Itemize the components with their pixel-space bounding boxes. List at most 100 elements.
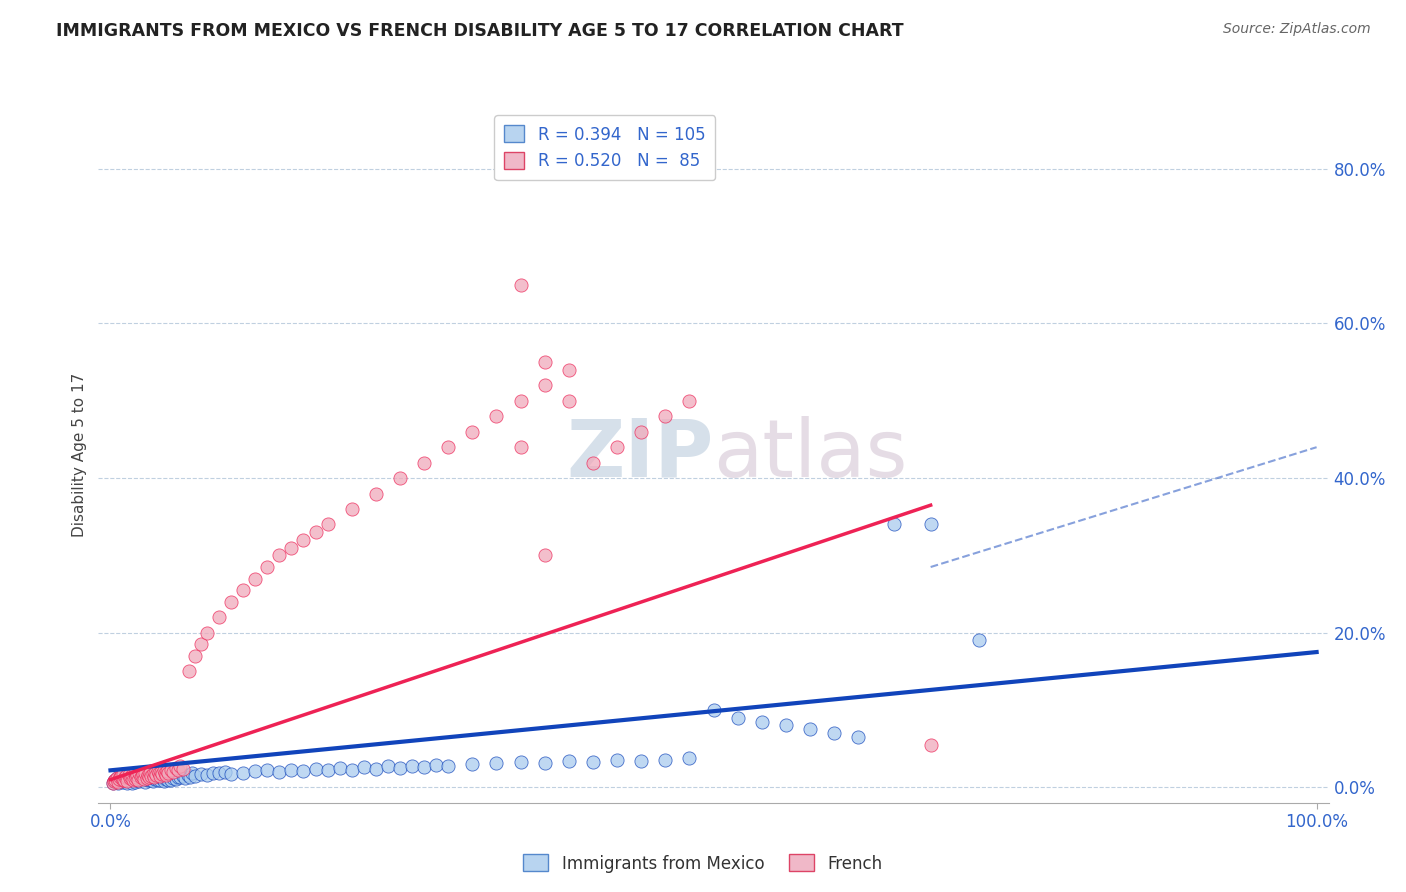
Point (115, 769, 138, 783)
Legend: Immigrants from Mexico, French: Immigrants from Mexico, French (516, 847, 890, 880)
Point (169, 770, 191, 784)
Point (142, 767, 165, 781)
Point (149, 769, 172, 783)
Point (155, 768, 177, 782)
Point (110, 770, 132, 784)
Point (190, 637, 212, 651)
Point (582, 456, 605, 470)
Point (125, 768, 148, 782)
Point (108, 772, 131, 786)
Point (101, 776, 124, 790)
Point (122, 768, 145, 782)
Point (280, 541, 302, 555)
Point (131, 769, 153, 783)
Point (152, 774, 174, 789)
Point (103, 774, 125, 789)
Point (136, 773, 159, 788)
Point (169, 759, 191, 773)
Point (533, 549, 555, 563)
Point (159, 772, 181, 787)
Point (148, 770, 170, 784)
Point (353, 760, 375, 774)
Point (121, 775, 143, 789)
Point (149, 772, 172, 787)
Point (195, 625, 218, 640)
Point (280, 763, 302, 777)
Point (340, 502, 363, 516)
Point (107, 775, 129, 789)
Point (823, 726, 845, 740)
Point (103, 774, 125, 789)
Point (159, 763, 181, 777)
Point (245, 764, 267, 778)
Point (117, 768, 139, 782)
Point (120, 770, 142, 784)
Point (142, 771, 165, 785)
Point (208, 610, 231, 624)
Point (232, 583, 254, 598)
Point (184, 648, 207, 663)
Point (148, 766, 170, 780)
Point (172, 762, 194, 776)
Point (105, 771, 128, 785)
Point (799, 723, 821, 737)
Point (208, 766, 231, 780)
Point (121, 768, 143, 782)
Point (150, 767, 173, 781)
Point (108, 772, 131, 786)
Point (654, 409, 676, 424)
Point (112, 774, 135, 789)
Point (142, 774, 165, 789)
Point (304, 762, 326, 776)
Point (124, 766, 146, 780)
Point (153, 768, 176, 782)
Point (101, 776, 124, 790)
Point (678, 393, 700, 408)
Point (122, 773, 145, 788)
Point (142, 770, 165, 784)
Point (111, 767, 134, 781)
Point (437, 759, 460, 773)
Point (606, 753, 628, 767)
Point (146, 764, 169, 778)
Point (141, 770, 163, 784)
Point (145, 768, 167, 782)
Point (120, 770, 142, 784)
Point (165, 772, 187, 786)
Point (108, 773, 131, 788)
Text: atlas: atlas (714, 416, 908, 494)
Point (292, 764, 315, 778)
Point (364, 486, 387, 500)
Point (129, 770, 152, 784)
Point (114, 770, 136, 784)
Point (967, 633, 990, 648)
Point (174, 771, 197, 785)
Point (138, 770, 160, 784)
Point (157, 766, 180, 780)
Point (413, 456, 436, 470)
Point (727, 711, 749, 725)
Point (167, 764, 190, 778)
Point (111, 769, 134, 783)
Point (162, 771, 184, 785)
Point (156, 770, 179, 784)
Point (509, 440, 531, 454)
Point (136, 768, 159, 782)
Point (606, 440, 628, 454)
Point (141, 769, 163, 783)
Point (437, 440, 460, 454)
Point (509, 393, 531, 408)
Point (135, 771, 157, 785)
Point (388, 471, 411, 485)
Point (152, 764, 174, 778)
Point (177, 665, 200, 679)
Point (134, 775, 156, 789)
Point (509, 755, 531, 769)
Point (138, 770, 160, 784)
Point (165, 761, 187, 775)
Point (533, 756, 555, 771)
Point (316, 517, 339, 532)
Point (425, 758, 447, 772)
Point (292, 533, 315, 547)
Point (111, 775, 134, 789)
